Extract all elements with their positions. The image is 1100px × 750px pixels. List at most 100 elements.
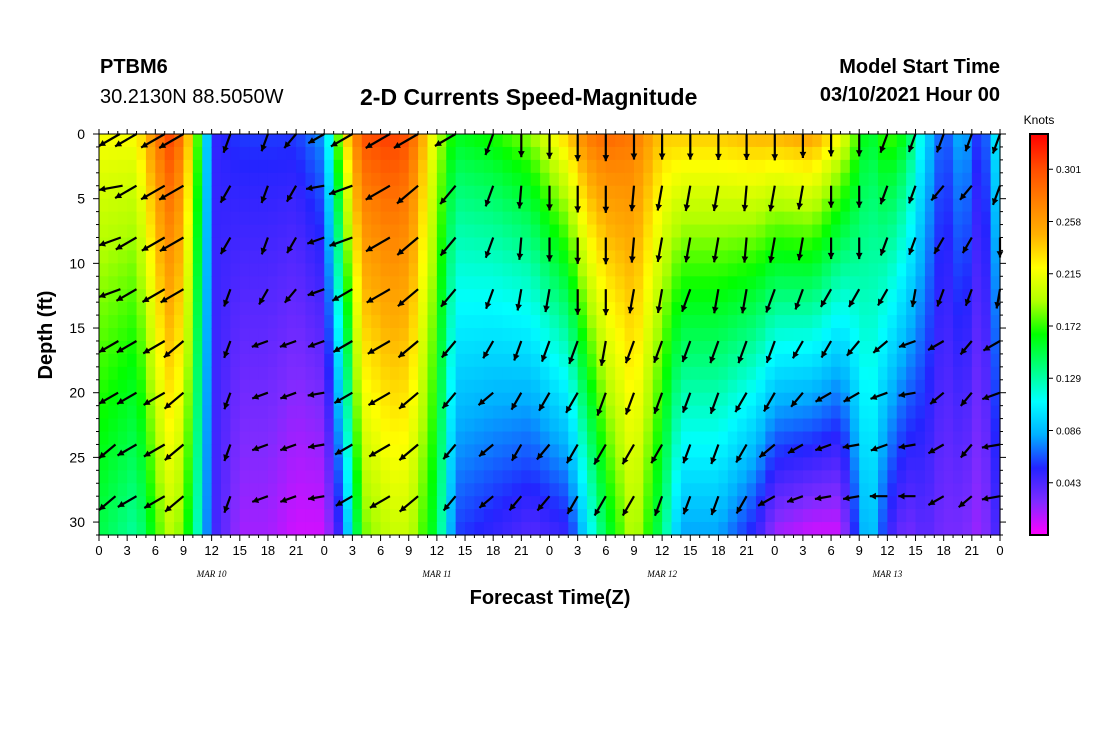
heatmap-cell	[953, 302, 964, 316]
heatmap-cell	[727, 353, 738, 368]
vector-head	[159, 245, 167, 252]
vector-head	[334, 397, 342, 404]
heatmap-cell	[99, 134, 109, 148]
vector-head	[960, 347, 968, 355]
heatmap-cell	[343, 392, 354, 407]
heatmap-cell	[202, 315, 213, 329]
heatmap-cell	[127, 405, 138, 420]
heatmap-cell	[465, 392, 476, 407]
heatmap-cell	[239, 198, 250, 213]
current-vector	[223, 444, 232, 462]
heatmap-cell	[915, 198, 926, 213]
heatmap-cell	[737, 263, 748, 277]
heatmap-cell	[418, 405, 429, 420]
vector-head	[251, 341, 259, 348]
heatmap-cell	[662, 289, 673, 303]
heatmap-cell	[774, 276, 785, 290]
vector-head	[594, 457, 601, 465]
vector-head	[764, 404, 770, 412]
heatmap-cell	[183, 522, 194, 536]
x-tick-label: 9	[630, 543, 637, 558]
heatmap-cell	[859, 146, 870, 161]
heatmap-cell	[990, 250, 1001, 264]
current-vector	[441, 391, 457, 410]
heatmap-cell	[455, 418, 466, 433]
heatmap-cell	[314, 392, 325, 407]
heatmap-cell	[474, 185, 485, 200]
heatmap-cell	[324, 483, 335, 497]
heatmap-cell	[896, 457, 907, 471]
heatmap-cell	[361, 457, 372, 471]
current-vector	[367, 340, 391, 355]
heatmap-cell	[352, 457, 363, 471]
vector-head	[511, 453, 518, 461]
heatmap-cell	[624, 509, 635, 523]
heatmap-cell	[633, 237, 644, 252]
vector-head	[743, 153, 750, 160]
heatmap-cell	[136, 522, 147, 536]
heatmap-cell	[953, 159, 964, 174]
vector-head	[537, 503, 544, 511]
heatmap-cell	[474, 444, 485, 458]
heatmap-cell	[483, 405, 494, 420]
heatmap-cell	[540, 263, 551, 277]
heatmap-cell	[962, 263, 973, 277]
heatmap-cell	[746, 392, 757, 407]
heatmap-cell	[277, 340, 288, 355]
heatmap-cell	[352, 496, 363, 510]
heatmap-cell	[540, 185, 551, 200]
current-vector	[143, 391, 166, 406]
heatmap-cell	[587, 496, 598, 510]
heatmap-cell	[774, 457, 785, 471]
heatmap-cell	[568, 483, 579, 497]
heatmap-cell	[971, 496, 982, 510]
heatmap-cell	[549, 405, 560, 420]
heatmap-cell	[831, 185, 842, 200]
heatmap-cell	[230, 185, 241, 200]
heatmap-cell	[774, 340, 785, 355]
heatmap-cell	[286, 211, 297, 226]
heatmap-cell	[418, 328, 429, 342]
current-vector	[307, 494, 325, 502]
heatmap-cell	[483, 198, 494, 213]
heatmap-cell	[868, 302, 879, 316]
heatmap-cell	[371, 405, 382, 420]
heatmap-cell	[831, 276, 842, 290]
heatmap-cell	[934, 496, 945, 510]
vector-head	[286, 194, 293, 202]
heatmap-cell	[521, 211, 532, 226]
heatmap-cell	[605, 418, 616, 433]
heatmap-cell	[737, 522, 748, 536]
heatmap-cell	[183, 483, 194, 497]
heatmap-cell	[192, 250, 203, 264]
heatmap-cell	[108, 392, 119, 407]
heatmap-cell	[333, 522, 344, 536]
heatmap-cell	[765, 224, 776, 239]
heatmap-cell	[136, 159, 147, 174]
heatmap-cell	[483, 172, 494, 187]
heatmap-cell	[267, 418, 278, 433]
heatmap-cell	[399, 172, 410, 187]
vector-head	[758, 499, 766, 506]
heatmap-cell	[427, 470, 438, 484]
heatmap-cell	[596, 392, 607, 407]
current-vector	[223, 288, 232, 307]
vector-head	[981, 495, 989, 502]
heatmap-cell	[662, 198, 673, 213]
heatmap-cell	[971, 470, 982, 484]
heatmap-cell	[99, 302, 109, 316]
vector-head	[284, 295, 292, 303]
heatmap-cell	[446, 483, 457, 497]
heatmap-cell	[943, 315, 954, 329]
heatmap-cell	[962, 276, 973, 290]
vector-head	[546, 152, 553, 159]
heatmap-cell	[737, 509, 748, 523]
heatmap-cell	[877, 392, 888, 407]
x-tick-label: 21	[514, 543, 528, 558]
heatmap-cell	[774, 509, 785, 523]
vector-head	[928, 499, 936, 505]
heatmap-cell	[953, 224, 964, 239]
heatmap-cell	[793, 431, 804, 446]
heatmap-cell	[192, 289, 203, 303]
heatmap-cell	[361, 146, 372, 161]
